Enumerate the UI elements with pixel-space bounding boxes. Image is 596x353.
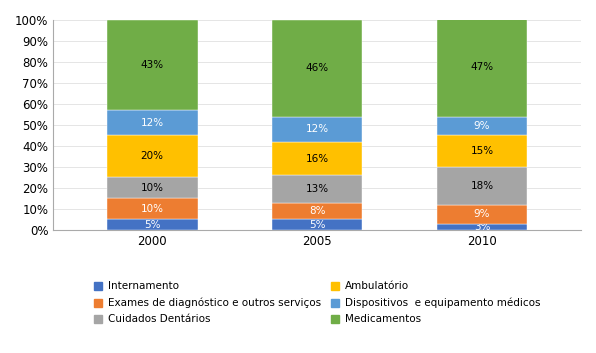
Bar [437, 116, 527, 136]
Bar [107, 220, 197, 230]
Bar [437, 224, 527, 230]
Text: 15%: 15% [470, 146, 493, 156]
Text: 5%: 5% [144, 220, 160, 230]
Text: 8%: 8% [309, 206, 325, 216]
Bar [272, 203, 362, 220]
Bar [437, 136, 527, 167]
Text: 18%: 18% [470, 181, 493, 191]
Bar [272, 20, 362, 116]
Legend: Internamento, Exames de diagnóstico e outros serviços, Cuidados Dentários, Ambul: Internamento, Exames de diagnóstico e ou… [94, 281, 540, 324]
Text: 47%: 47% [470, 62, 493, 72]
Text: 10%: 10% [141, 204, 164, 214]
Text: 9%: 9% [474, 121, 491, 131]
Bar [107, 110, 197, 136]
Text: 10%: 10% [141, 183, 164, 193]
Bar [272, 220, 362, 230]
Bar [107, 20, 197, 110]
Text: 46%: 46% [306, 63, 328, 73]
Text: 9%: 9% [474, 209, 491, 219]
Bar [107, 198, 197, 220]
Text: 3%: 3% [474, 222, 491, 232]
Text: 43%: 43% [141, 60, 164, 70]
Bar [437, 205, 527, 224]
Bar [437, 167, 527, 205]
Bar [107, 136, 197, 178]
Text: 20%: 20% [141, 151, 164, 161]
Text: 12%: 12% [141, 118, 164, 128]
Bar [272, 142, 362, 175]
Bar [272, 116, 362, 142]
Bar [437, 18, 527, 116]
Text: 13%: 13% [306, 184, 328, 194]
Text: 5%: 5% [309, 220, 325, 230]
Bar [272, 175, 362, 203]
Text: 12%: 12% [306, 124, 328, 134]
Text: 16%: 16% [306, 154, 328, 163]
Bar [107, 178, 197, 198]
